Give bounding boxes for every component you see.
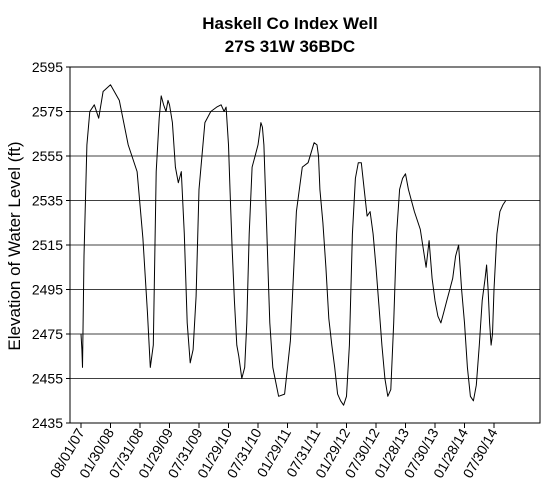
y-tick-label: 2535: [32, 193, 63, 209]
y-tick-label: 2455: [32, 371, 63, 387]
y-tick-label: 2575: [32, 104, 63, 120]
y-tick-label: 2515: [32, 237, 63, 253]
y-tick-label: 2555: [32, 148, 63, 164]
x-tick-labels: 08/01/0701/30/0807/31/0801/29/0907/31/09…: [46, 423, 501, 481]
series-line: [80, 84, 507, 406]
gridlines: [66, 66, 540, 424]
y-tick-label: 2595: [32, 59, 63, 75]
y-tick-label: 2475: [32, 326, 63, 342]
y-tick-label: 2435: [32, 415, 63, 431]
y-tick-label: 2495: [32, 282, 63, 298]
plot-frame: [69, 66, 541, 424]
y-tick-labels: 2435 2455 2475 2495 2515 2535 2555 2575 2595: [32, 59, 63, 431]
chart-subtitle: 27S 31W 36BDC: [225, 37, 355, 56]
y-axis-label: Elevation of Water Level (ft): [5, 141, 24, 350]
chart-title: Haskell Co Index Well: [202, 14, 377, 33]
